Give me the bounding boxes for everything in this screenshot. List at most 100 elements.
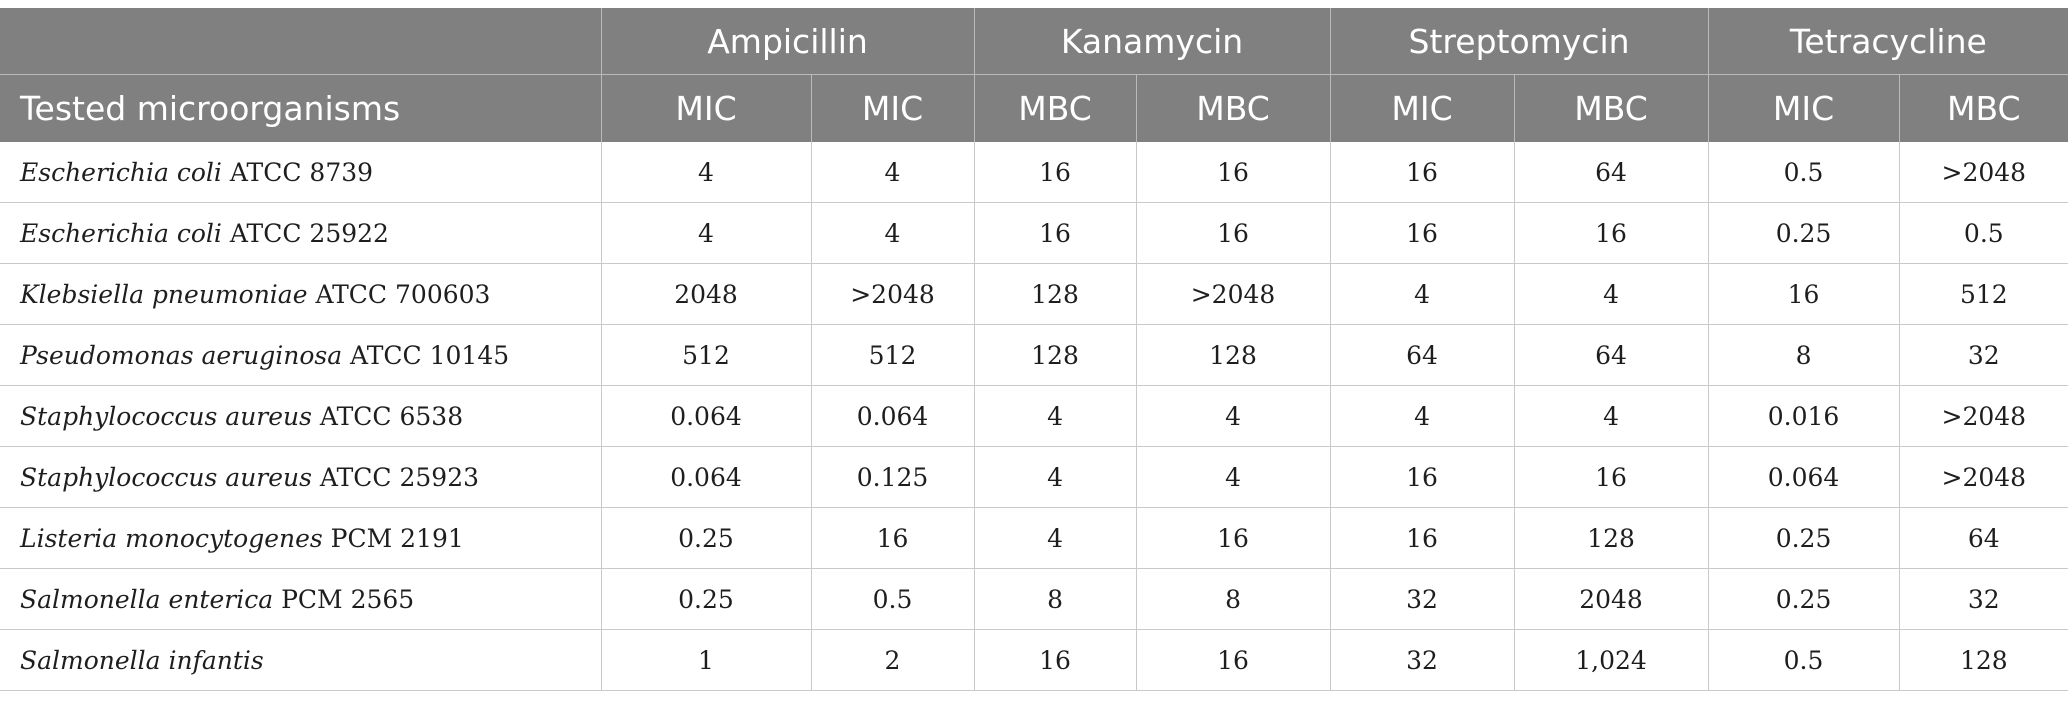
group-header-kanamycin: Kanamycin (974, 8, 1331, 75)
species-name: Escherichia coli (20, 157, 222, 187)
table-row: Listeria monocytogenes PCM 2191 0.25 16 4 16… (0, 507, 2068, 569)
value-cell: >2048 (1136, 263, 1331, 325)
organism-cell: Staphylococcus aureus ATCC 6538 (0, 385, 602, 447)
value-cell: 512 (811, 324, 975, 386)
sub-header-row: Tested microorganisms MIC MIC MBC MBC MI… (0, 74, 2068, 142)
strain-id: ATCC 8739 (221, 157, 374, 187)
value-cell: 16 (1514, 202, 1709, 264)
value-cell: >2048 (1899, 446, 2068, 508)
column-header-tetracycline-1: MIC (1708, 74, 1900, 142)
value-cell: 64 (1514, 142, 1709, 203)
table-row: Pseudomonas aeruginosa ATCC 10145 512 512 1… (0, 324, 2068, 386)
value-cell: 16 (811, 507, 975, 569)
group-header-tetracycline: Tetracycline (1708, 8, 2068, 75)
species-name: Staphylococcus aureus (20, 462, 312, 492)
strain-id: PCM 2191 (322, 523, 464, 553)
value-cell: 64 (1330, 324, 1515, 386)
value-cell: 4 (974, 385, 1137, 447)
value-cell: 4 (811, 142, 975, 203)
table-row: Escherichia coli ATCC 25922 4 4 16 16 16 16 0.2… (0, 202, 2068, 264)
species-name: Pseudomonas aeruginosa (20, 340, 343, 370)
value-cell: 16 (1708, 263, 1900, 325)
species-name: Klebsiella pneumoniae (20, 279, 308, 309)
organism-cell: Escherichia coli ATCC 25922 (0, 202, 602, 264)
column-header-kanamycin-2: MBC (1136, 74, 1331, 142)
value-cell: 8 (1136, 568, 1331, 630)
value-cell: 4 (1330, 385, 1515, 447)
value-cell: 64 (1899, 507, 2068, 569)
value-cell: 128 (1899, 629, 2068, 691)
species-name: Salmonella infantis (20, 645, 264, 675)
table-row: Staphylococcus aureus ATCC 6538 0.064 0.06… (0, 385, 2068, 447)
column-header-tetracycline-2: MBC (1899, 74, 2068, 142)
value-cell: 32 (1330, 629, 1515, 691)
value-cell: 8 (974, 568, 1137, 630)
organism-cell: Klebsiella pneumoniae ATCC 700603 (0, 263, 602, 325)
value-cell: 1 (601, 629, 812, 691)
value-cell: 0.5 (811, 568, 975, 630)
value-cell: 2048 (1514, 568, 1709, 630)
column-header-kanamycin-1: MBC (974, 74, 1137, 142)
species-name: Escherichia coli (20, 218, 222, 248)
species-name: Salmonella enterica (20, 584, 274, 614)
value-cell: 512 (601, 324, 812, 386)
value-cell: 512 (1899, 263, 2068, 325)
value-cell: 0.25 (601, 507, 812, 569)
table-row: Staphylococcus aureus ATCC 25923 0.064 0.1… (0, 446, 2068, 508)
species-name: Listeria monocytogenes (20, 523, 323, 553)
organism-cell: Listeria monocytogenes PCM 2191 (0, 507, 602, 569)
group-header-row: Ampicillin Kanamycin Streptomycin Tetrac… (0, 8, 2068, 75)
strain-id: ATCC 700603 (307, 279, 491, 309)
value-cell: 0.5 (1899, 202, 2068, 264)
value-cell: 128 (1136, 324, 1331, 386)
value-cell: 0.25 (601, 568, 812, 630)
column-header-ampicillin-1: MIC (601, 74, 812, 142)
table-container: Ampicillin Kanamycin Streptomycin Tetrac… (0, 8, 2068, 691)
value-cell: 4 (1330, 263, 1515, 325)
value-cell: 16 (1514, 446, 1709, 508)
strain-id: ATCC 25923 (311, 462, 480, 492)
value-cell: 16 (1136, 629, 1331, 691)
value-cell: 0.25 (1708, 507, 1900, 569)
value-cell: 16 (974, 629, 1137, 691)
value-cell: 128 (1514, 507, 1709, 569)
organism-cell: Escherichia coli ATCC 8739 (0, 142, 602, 203)
value-cell: 32 (1899, 324, 2068, 386)
value-cell: 128 (974, 263, 1137, 325)
column-header-streptomycin-1: MIC (1330, 74, 1515, 142)
value-cell: 16 (1330, 202, 1515, 264)
value-cell: 16 (1330, 507, 1515, 569)
table-row: Salmonella infantis 1 2 16 16 32 1,024 0.5 128 (0, 629, 2068, 691)
strain-id: ATCC 6538 (311, 401, 464, 431)
value-cell: 128 (974, 324, 1137, 386)
strain-id: ATCC 10145 (342, 340, 510, 370)
value-cell: 4 (1136, 446, 1331, 508)
value-cell: 16 (1330, 446, 1515, 508)
group-header-empty (0, 8, 602, 75)
value-cell: 4 (601, 202, 812, 264)
table-row: Salmonella enterica PCM 2565 0.25 0.5 8 8 32 2… (0, 568, 2068, 630)
group-header-streptomycin: Streptomycin (1330, 8, 1709, 75)
value-cell: 0.5 (1708, 142, 1900, 203)
value-cell: 16 (1136, 507, 1331, 569)
value-cell: 4 (1514, 263, 1709, 325)
value-cell: >2048 (1899, 142, 2068, 203)
value-cell: 0.5 (1708, 629, 1900, 691)
value-cell: 2048 (601, 263, 812, 325)
organism-cell: Salmonella enterica PCM 2565 (0, 568, 602, 630)
value-cell: 0.064 (601, 385, 812, 447)
value-cell: 0.125 (811, 446, 975, 508)
column-header-ampicillin-2: MIC (811, 74, 975, 142)
table-header: Ampicillin Kanamycin Streptomycin Tetrac… (0, 8, 2068, 142)
species-name: Staphylococcus aureus (20, 401, 312, 431)
value-cell: 4 (1136, 385, 1331, 447)
value-cell: 16 (974, 142, 1137, 203)
value-cell: 1,024 (1514, 629, 1709, 691)
table-body: Escherichia coli ATCC 8739 4 4 16 16 16 64 0.5 >… (0, 142, 2068, 691)
value-cell: 16 (1136, 202, 1331, 264)
table-row: Escherichia coli ATCC 8739 4 4 16 16 16 64 0.5 >… (0, 142, 2068, 203)
strain-id: ATCC 25922 (221, 218, 389, 248)
value-cell: 4 (974, 507, 1137, 569)
value-cell: 16 (974, 202, 1137, 264)
value-cell: 4 (601, 142, 812, 203)
